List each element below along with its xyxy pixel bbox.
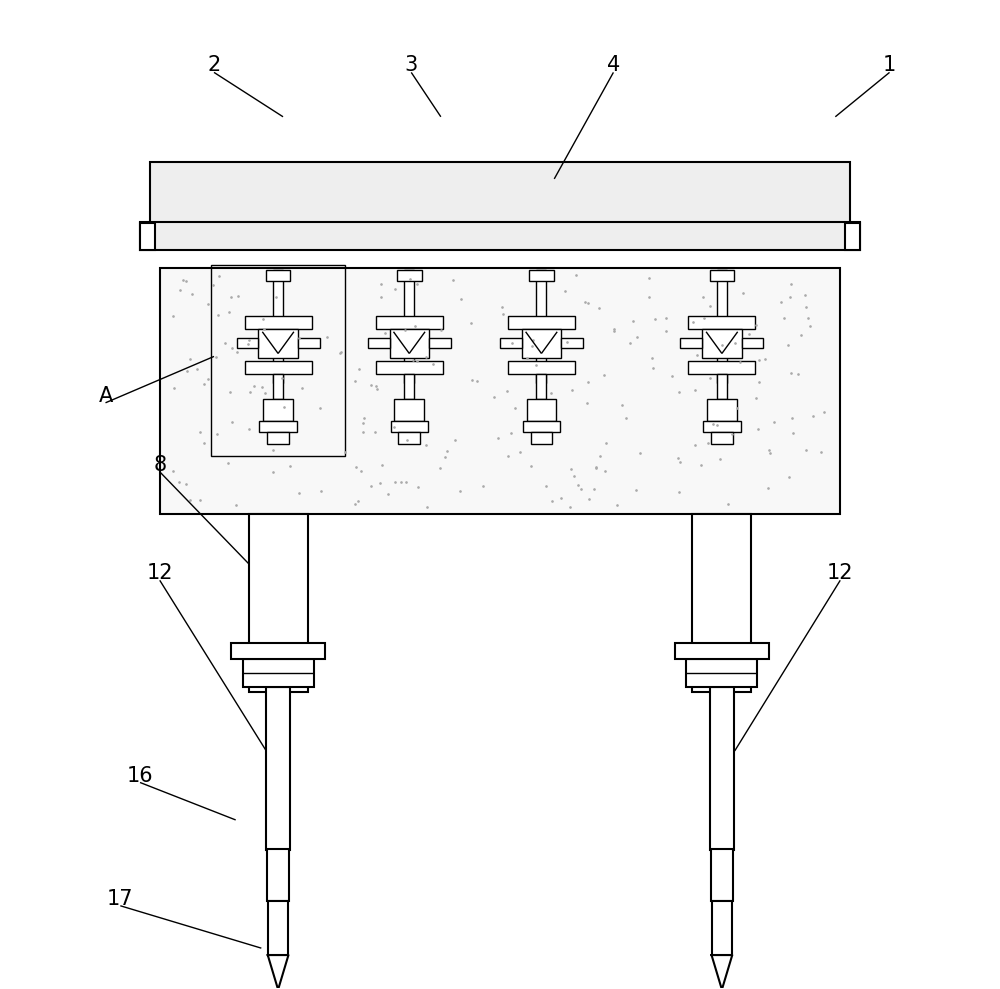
Text: 1: 1: [883, 55, 896, 75]
Bar: [675, 644, 769, 660]
Bar: [523, 420, 560, 432]
Bar: [429, 338, 451, 348]
Bar: [263, 399, 293, 420]
Text: 4: 4: [607, 55, 620, 75]
Bar: [268, 901, 288, 955]
Bar: [273, 374, 283, 399]
Bar: [688, 316, 755, 328]
Bar: [245, 361, 312, 374]
Bar: [404, 270, 414, 383]
Bar: [702, 328, 742, 358]
Bar: [273, 270, 283, 383]
Text: 12: 12: [147, 564, 173, 584]
Bar: [536, 270, 546, 383]
Bar: [368, 338, 390, 348]
Bar: [397, 270, 422, 282]
Bar: [266, 270, 290, 282]
Bar: [536, 374, 546, 399]
Bar: [160, 268, 840, 514]
Bar: [686, 660, 757, 686]
Bar: [527, 399, 556, 420]
Bar: [710, 686, 734, 850]
Bar: [391, 420, 428, 432]
Bar: [707, 399, 737, 420]
Bar: [231, 644, 325, 660]
Bar: [267, 849, 289, 901]
Bar: [237, 338, 258, 348]
Bar: [266, 686, 290, 850]
Bar: [561, 338, 583, 348]
Bar: [398, 432, 420, 444]
Bar: [150, 162, 850, 224]
Bar: [712, 901, 732, 955]
Bar: [140, 224, 155, 250]
Text: 16: 16: [127, 765, 153, 785]
Bar: [680, 338, 702, 348]
Bar: [529, 270, 554, 282]
Bar: [692, 514, 751, 691]
Bar: [258, 328, 298, 358]
Bar: [742, 338, 763, 348]
Text: 17: 17: [107, 889, 134, 909]
Bar: [508, 316, 575, 328]
Bar: [717, 270, 727, 383]
Bar: [711, 432, 733, 444]
Bar: [531, 432, 552, 444]
Bar: [404, 374, 414, 399]
Bar: [298, 338, 320, 348]
Polygon shape: [268, 955, 288, 989]
Bar: [211, 265, 345, 456]
Bar: [845, 224, 860, 250]
Bar: [710, 270, 734, 282]
Bar: [688, 361, 755, 374]
Text: A: A: [98, 386, 113, 405]
Text: 12: 12: [827, 564, 853, 584]
Text: 3: 3: [405, 55, 418, 75]
Bar: [376, 316, 443, 328]
Bar: [522, 328, 561, 358]
Bar: [249, 514, 308, 691]
Polygon shape: [712, 955, 732, 989]
Bar: [140, 223, 860, 250]
Bar: [394, 399, 424, 420]
Bar: [267, 432, 289, 444]
Bar: [711, 849, 733, 901]
Bar: [500, 338, 522, 348]
Bar: [243, 660, 314, 686]
Bar: [259, 420, 297, 432]
Text: 2: 2: [207, 55, 221, 75]
Text: 8: 8: [153, 455, 166, 475]
Bar: [717, 374, 727, 399]
Bar: [245, 316, 312, 328]
Bar: [703, 420, 741, 432]
Bar: [376, 361, 443, 374]
Bar: [508, 361, 575, 374]
Bar: [390, 328, 429, 358]
